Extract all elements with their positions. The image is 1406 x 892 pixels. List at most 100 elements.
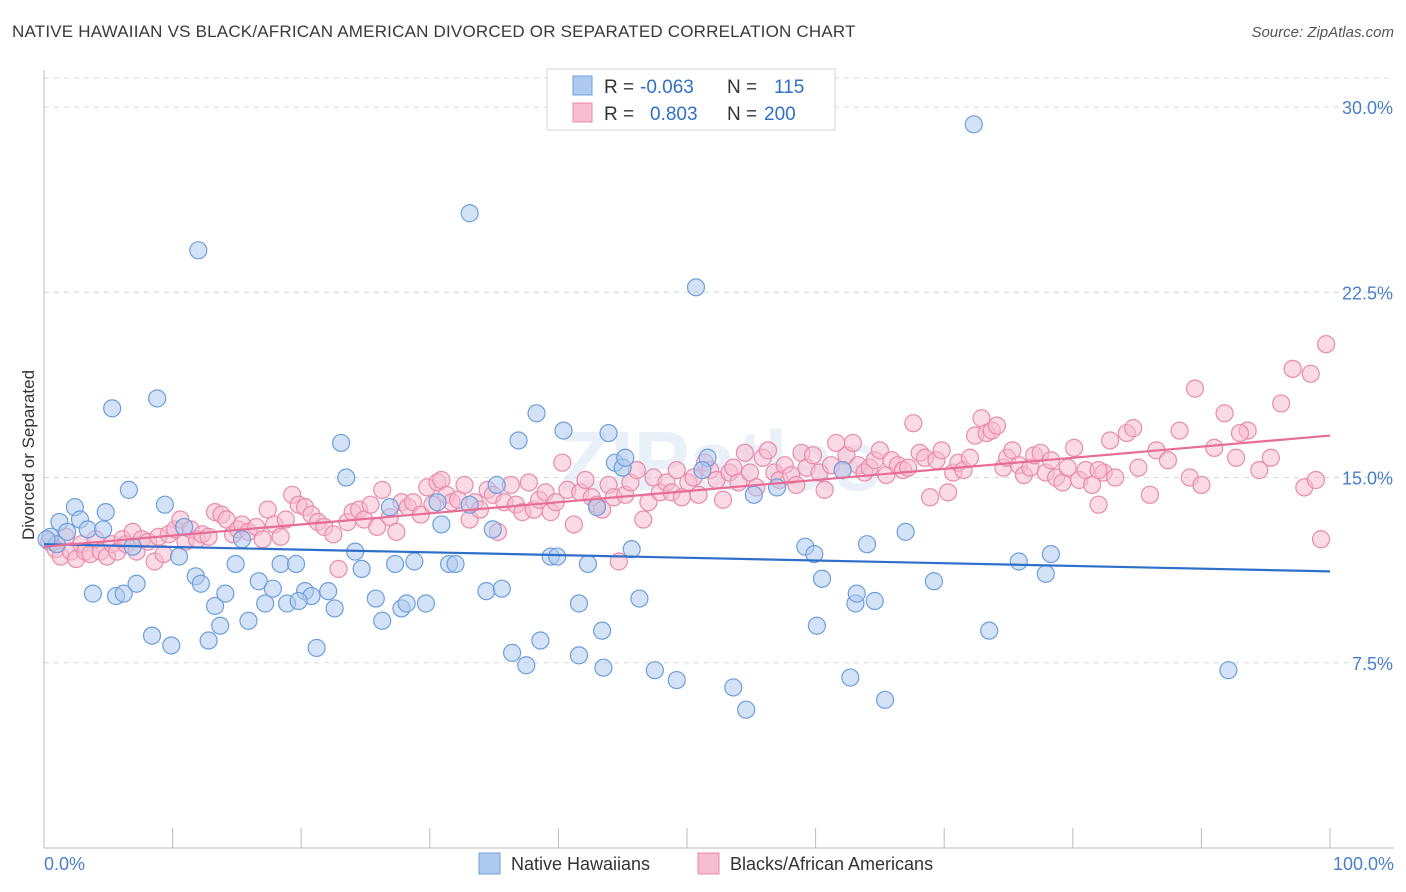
blue-point — [578, 554, 598, 574]
blue-point — [352, 559, 371, 579]
blue-point — [256, 594, 275, 613]
legend-n-label-blue: N = — [727, 77, 757, 98]
blue-point — [271, 554, 290, 574]
chart-title: NATIVE HAWAIIAN VS BLACK/AFRICAN AMERICA… — [12, 22, 856, 41]
pink-point — [1064, 438, 1084, 457]
blue-point — [205, 596, 225, 616]
blue-point — [189, 241, 208, 260]
blue-point — [366, 589, 385, 608]
pink-point — [1140, 485, 1160, 504]
blue-point — [263, 579, 283, 598]
pink-point — [1317, 335, 1336, 354]
blue-point — [460, 204, 479, 223]
legend-box — [546, 68, 836, 131]
pink-point — [1261, 448, 1280, 467]
blue-point — [385, 554, 405, 574]
pink-point — [576, 470, 595, 490]
blue-point — [103, 399, 122, 418]
y-tick-label: 22.5% — [1342, 283, 1393, 303]
pink-point — [324, 525, 343, 544]
y-tick-labels: 7.5% 15.0% 22.5% 30.0% — [1342, 98, 1393, 674]
pink-point — [932, 441, 951, 460]
blue-point — [509, 431, 528, 450]
legend-n-value-pink: 200 — [764, 104, 796, 125]
pink-point — [1100, 431, 1120, 450]
pink-point — [1192, 475, 1211, 495]
blue-point — [587, 498, 607, 517]
blue-point — [307, 638, 326, 658]
pink-point — [713, 490, 733, 509]
pink-point — [1129, 458, 1148, 477]
blue-point — [896, 522, 915, 541]
blue-point — [286, 554, 306, 574]
pink-point — [787, 475, 806, 495]
blue-point — [249, 572, 268, 591]
blue-point — [667, 670, 686, 690]
pink-point — [1205, 438, 1224, 457]
blue-point — [446, 554, 465, 574]
blue-point — [114, 584, 133, 603]
y-axis-title: Divorced or Separated — [19, 370, 38, 540]
legend-swatch-blue — [572, 75, 593, 96]
blue-point — [645, 661, 664, 680]
blue-point — [127, 574, 146, 593]
blue-point — [96, 503, 115, 522]
blue-point — [148, 389, 167, 408]
blue-point — [548, 547, 567, 566]
blue-point — [58, 522, 77, 541]
blue-point — [531, 631, 550, 650]
legend-n-value-blue: 115 — [774, 77, 804, 98]
blue-point — [83, 584, 102, 603]
pink-point — [904, 414, 923, 433]
y-tick-label: 15.0% — [1342, 469, 1393, 489]
x-tick-label-min: 0.0% — [44, 854, 85, 874]
pink-point — [667, 461, 686, 480]
pink-point — [735, 443, 754, 462]
pink-point — [1301, 364, 1320, 383]
pink-point — [1124, 419, 1143, 438]
blue-point — [630, 589, 649, 608]
legend-r-value-pink: 0.803 — [650, 104, 698, 125]
blue-point — [175, 517, 194, 537]
pink-point — [1230, 423, 1250, 443]
blue-point — [964, 115, 983, 134]
legend-n-label-pink: N = — [727, 104, 757, 125]
blue-point — [686, 278, 706, 297]
pink-point — [815, 480, 834, 499]
blue-point — [616, 448, 635, 467]
grid-lines — [44, 77, 1394, 664]
blue-point — [373, 611, 392, 630]
pink-point — [271, 527, 290, 546]
legend-swatch-pink — [572, 102, 593, 123]
blue-point — [226, 554, 245, 574]
blue-point — [483, 520, 502, 539]
blue-point — [554, 421, 573, 440]
legend-r-label-pink: R = — [604, 104, 634, 125]
blue-point — [980, 621, 999, 640]
blue-point — [432, 515, 451, 534]
pink-point — [1272, 394, 1291, 413]
blue-point — [492, 579, 511, 598]
blue-point — [724, 678, 743, 697]
blue-point — [1036, 564, 1055, 583]
blue-point — [239, 611, 258, 630]
blue-point — [517, 656, 536, 675]
blue-point — [841, 668, 860, 687]
y-tick-label: 7.5% — [1352, 654, 1393, 674]
blue-point — [94, 520, 113, 539]
blue-point — [142, 626, 162, 645]
pink-point — [938, 483, 958, 502]
pink-point — [519, 473, 538, 492]
pink-point — [960, 448, 980, 467]
pink-point — [870, 441, 890, 460]
pink-point — [1306, 470, 1325, 490]
blue-point — [812, 569, 832, 588]
blue-point — [737, 700, 756, 719]
blue-point — [593, 621, 612, 640]
blue-point — [865, 591, 884, 611]
blue-point — [857, 535, 877, 554]
blue-point — [162, 636, 181, 655]
blue-point — [380, 498, 400, 517]
blue-point — [744, 485, 763, 504]
